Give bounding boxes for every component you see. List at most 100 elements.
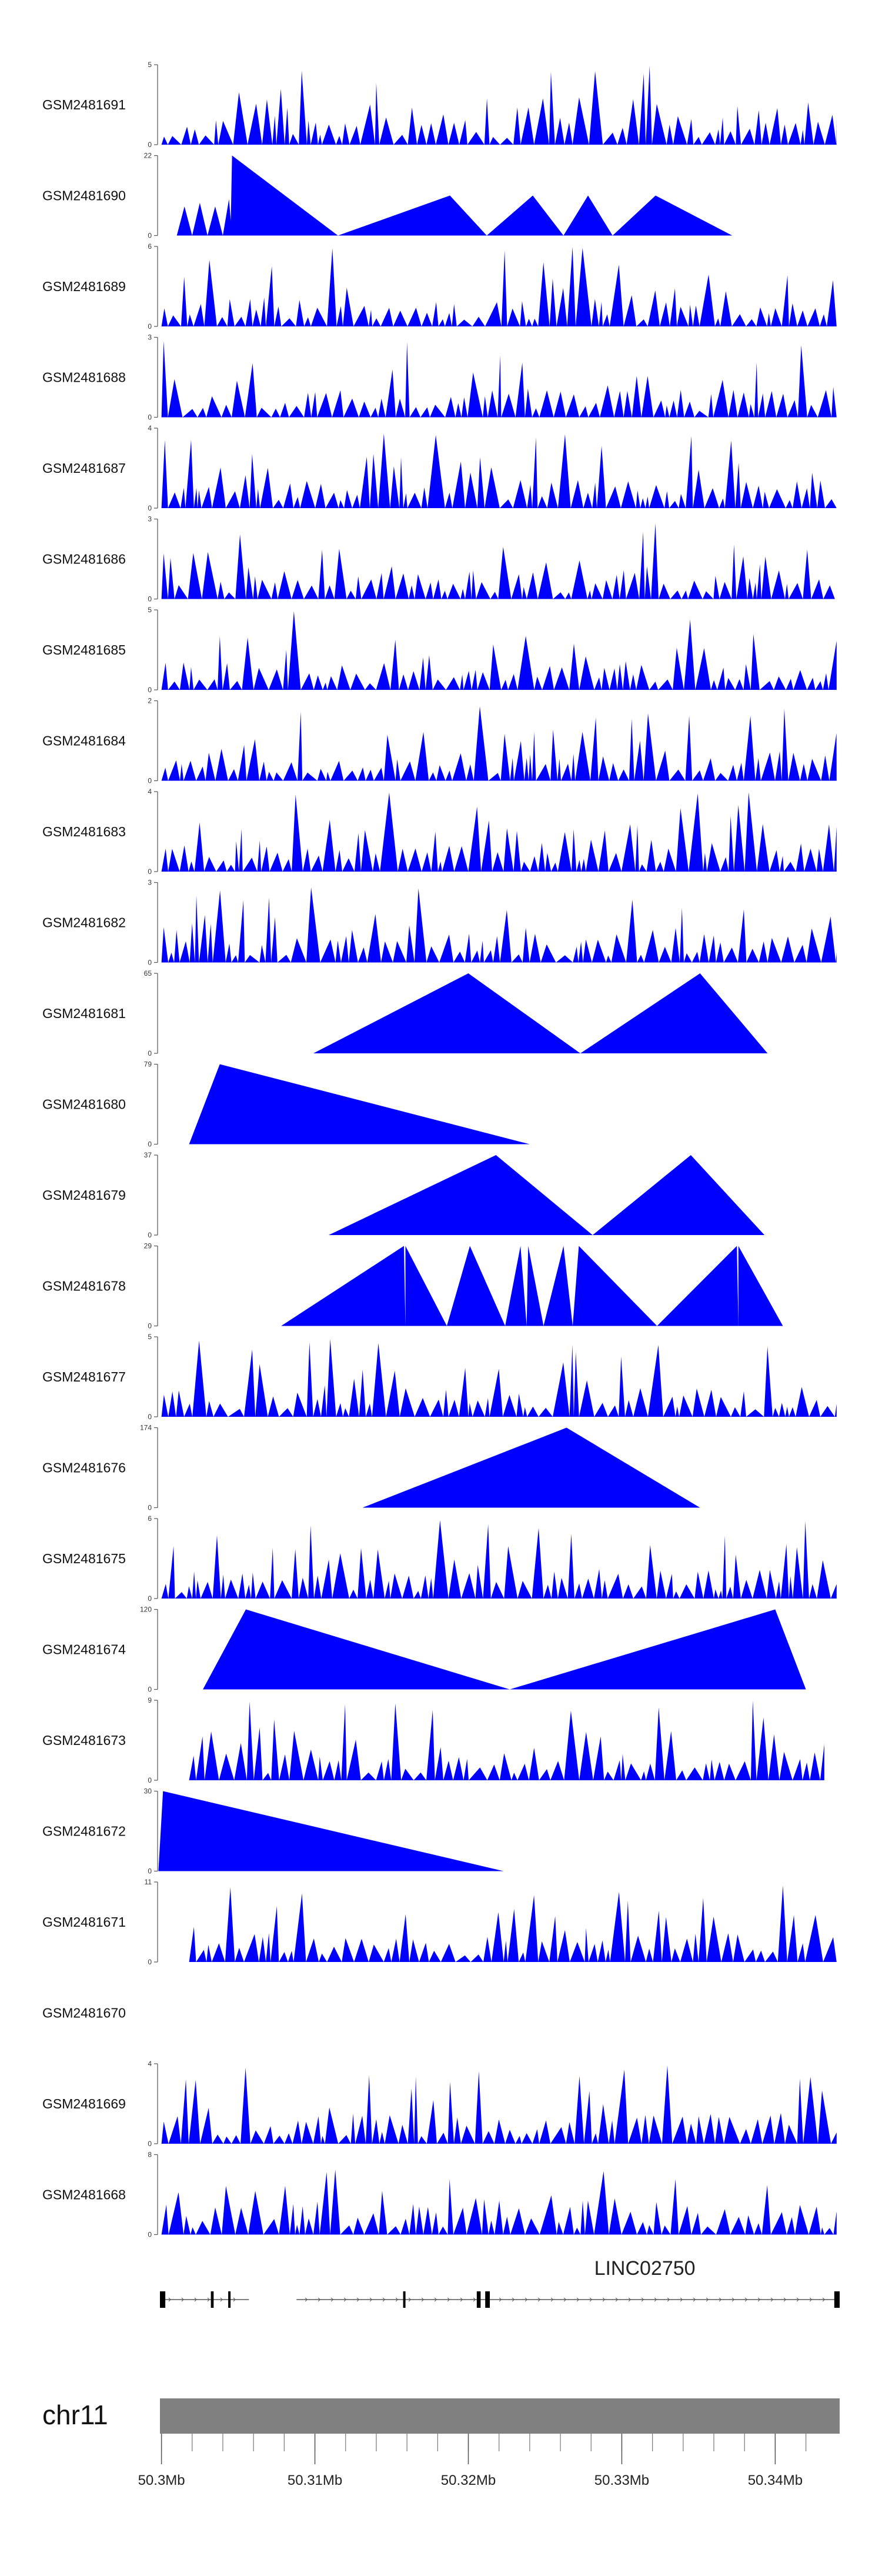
strand-arrow — [305, 2297, 308, 2302]
track-label: GSM2481672 — [42, 1824, 126, 1839]
signal-area — [189, 1885, 837, 1962]
track-GSM2481672: GSM2481672 30 0 — [42, 1787, 504, 1876]
y-min-label: 0 — [148, 1231, 152, 1239]
y-max-label: 3 — [148, 333, 152, 342]
y-min-label: 0 — [148, 1867, 152, 1876]
y-min-label: 0 — [148, 2140, 152, 2148]
strand-arrow — [641, 2297, 644, 2302]
track-GSM2481677: GSM2481677 5 0 — [42, 1333, 837, 1421]
track-GSM2481684: GSM2481684 2 0 — [42, 697, 837, 785]
strand-arrow — [181, 2297, 184, 2302]
y-min-label: 0 — [148, 322, 152, 331]
y-max-label: 9 — [148, 1696, 152, 1704]
y-max-label: 79 — [144, 1060, 152, 1069]
strand-arrow — [318, 2297, 320, 2302]
y-max-label: 3 — [148, 515, 152, 523]
exon — [834, 2291, 840, 2308]
signal-area — [161, 887, 837, 963]
signal-peak — [281, 1246, 406, 1326]
strand-arrow — [563, 2297, 566, 2302]
strand-arrow — [356, 2297, 359, 2302]
strand-arrow — [822, 2297, 825, 2302]
track-GSM2481669: GSM2481669 4 0 — [42, 2060, 837, 2148]
signal-area — [161, 1339, 837, 1417]
signal-area — [161, 1520, 837, 1599]
y-max-label: 3 — [148, 879, 152, 887]
y-min-label: 0 — [148, 1594, 152, 1603]
strand-arrow — [576, 2297, 579, 2302]
signal-peak — [563, 195, 613, 236]
track-GSM2481679: GSM2481679 37 0 — [42, 1151, 765, 1239]
signal-peak — [592, 1155, 765, 1235]
track-label: GSM2481671 — [42, 1914, 126, 1930]
y-max-label: 4 — [148, 788, 152, 796]
signal-area — [161, 2170, 837, 2235]
track-label: GSM2481674 — [42, 1642, 126, 1657]
axis-tick-label: 50.33Mb — [594, 2472, 649, 2488]
strand-arrow — [499, 2297, 502, 2302]
track-GSM2481678: GSM2481678 29 0 — [42, 1242, 783, 1330]
strand-arrow — [460, 2297, 463, 2302]
signal-peak — [313, 973, 580, 1053]
chromosome-band — [160, 2398, 840, 2434]
signal-peak — [509, 1609, 806, 1690]
strand-arrow — [369, 2297, 372, 2302]
signal-peak — [580, 973, 768, 1053]
track-label: GSM2481682 — [42, 915, 126, 930]
strand-arrow — [731, 2297, 734, 2302]
track-GSM2481688: GSM2481688 3 0 — [42, 333, 837, 422]
track-label: GSM2481668 — [42, 2187, 126, 2203]
y-min-label: 0 — [148, 1322, 152, 1330]
exon — [476, 2291, 481, 2308]
track-GSM2481685: GSM2481685 5 0 — [42, 606, 837, 694]
y-min-label: 0 — [148, 1958, 152, 1966]
strand-arrow — [382, 2297, 385, 2302]
strand-arrow — [602, 2297, 605, 2302]
y-min-label: 0 — [148, 2231, 152, 2239]
y-min-label: 0 — [148, 1140, 152, 1149]
signal-area — [161, 792, 837, 872]
strand-arrow — [447, 2297, 450, 2302]
chromosome-ideogram: chr11 50.3Mb 50.31Mb 50.32Mb 50.33Mb 50.34Mb — [42, 2398, 840, 2488]
y-max-label: 8 — [148, 2151, 152, 2159]
track-label: GSM2481677 — [42, 1369, 126, 1384]
track-GSM2481686: GSM2481686 3 0 — [42, 515, 835, 603]
exon — [228, 2291, 231, 2308]
y-min-label: 0 — [148, 777, 152, 785]
y-max-label: 5 — [148, 1333, 152, 1341]
exon — [160, 2291, 166, 2308]
strand-arrow — [343, 2297, 346, 2302]
strand-arrow — [719, 2297, 721, 2302]
strand-arrow — [796, 2297, 799, 2302]
signal-peak — [189, 1064, 530, 1144]
y-max-label: 5 — [148, 61, 152, 69]
y-min-label: 0 — [148, 1776, 152, 1784]
strand-arrow — [434, 2297, 437, 2302]
gene-model-track: LINC02750 — [160, 2257, 840, 2308]
y-max-label: 4 — [148, 2060, 152, 2068]
strand-arrow — [524, 2297, 527, 2302]
signal-peak — [526, 1246, 544, 1326]
track-label: GSM2481669 — [42, 2096, 126, 2111]
axis-tick-label: 50.32Mb — [441, 2472, 496, 2488]
signal-area — [161, 611, 837, 690]
track-GSM2481673: GSM2481673 9 0 — [42, 1696, 824, 1784]
track-label: GSM2481683 — [42, 824, 126, 839]
signal-area — [161, 706, 837, 781]
track-GSM2481683: GSM2481683 4 0 — [42, 788, 837, 876]
y-min-label: 0 — [148, 1049, 152, 1057]
exon — [403, 2291, 406, 2308]
strand-arrow — [537, 2297, 540, 2302]
track-GSM2481671: GSM2481671 11 0 — [42, 1878, 837, 1966]
strand-arrow — [194, 2297, 197, 2302]
signal-area — [189, 1700, 824, 1780]
track-GSM2481689: GSM2481689 6 0 — [42, 242, 837, 331]
track-label: GSM2481684 — [42, 733, 126, 749]
signal-peak — [329, 1155, 593, 1235]
track-label: GSM2481673 — [42, 1733, 126, 1748]
track-GSM2481670: GSM2481670 — [42, 2006, 126, 2021]
track-label: GSM2481678 — [42, 1279, 126, 1294]
track-label: GSM2481686 — [42, 552, 126, 567]
strand-arrow — [744, 2297, 747, 2302]
y-min-label: 0 — [148, 504, 152, 512]
